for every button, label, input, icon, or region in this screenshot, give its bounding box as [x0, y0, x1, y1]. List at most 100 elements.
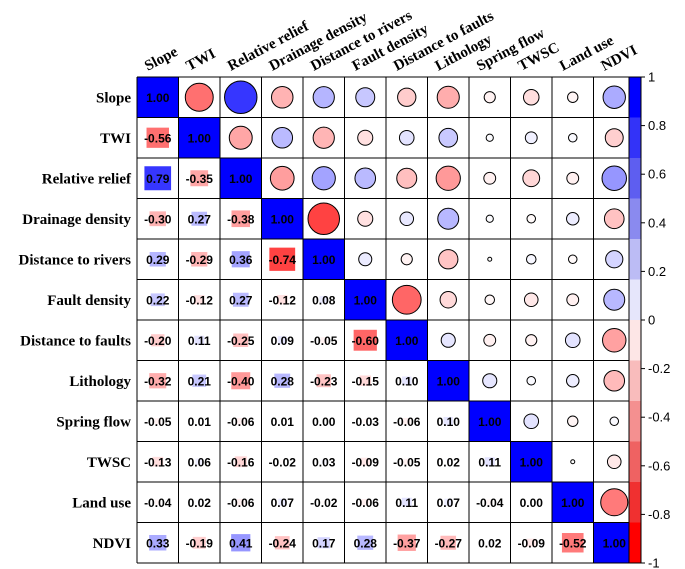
shade-square-distance-to-rivers--drainage-density — [269, 247, 296, 271]
circle-mark-slope--drainage-density — [270, 85, 294, 109]
shade-square-fault-density--twi — [194, 295, 205, 305]
circle-mark-relative-relief--twsc — [522, 169, 541, 188]
shade-square-drainage-density--slope — [149, 211, 166, 227]
row-label-spring-flow: Spring flow — [56, 414, 131, 430]
cell-value-lithology--lithology: 1.00 — [437, 374, 461, 388]
shade-square-land-use--lithology — [444, 498, 453, 506]
matrix-cells: 1.00 -0.56 1.00 0.79 -0.35 1.00 -0.30 0.27 -0.38… — [137, 77, 635, 563]
circle-mark-relative-relief--distance-to-rivers — [311, 166, 336, 191]
row-label-twi: TWI — [100, 131, 131, 147]
shade-square-lithology--drainage-density — [274, 373, 291, 388]
circle-mark-lithology--spring-flow — [482, 373, 498, 389]
cell-value-fault-density--fault-density: 1.00 — [354, 293, 378, 307]
circle-mark-relative-relief--lithology — [435, 165, 461, 191]
column-label-twi: TWI — [184, 46, 219, 75]
shade-square-twsc--fault-density — [360, 457, 370, 466]
circle-mark-fault-density--land-use — [566, 293, 580, 307]
cell-value-spring-flow--drainage-density: 0.01 — [271, 415, 295, 429]
cell-value-spring-flow--distance-to-faults: -0.06 — [393, 415, 421, 429]
circle-mark-distance-to-rivers--ndvi — [605, 250, 624, 269]
circle-mark-distance-to-faults--lithology — [440, 332, 456, 348]
cell-value-fault-density--relative-relief: 0.27 — [229, 293, 253, 307]
circle-mark-relative-relief--fault-density — [354, 167, 377, 190]
shade-square-distance-to-faults--twi — [194, 335, 205, 345]
colorbar-tick-label: 0.2 — [648, 264, 666, 279]
cell-value-distance-to-faults--drainage-density: 0.09 — [271, 334, 295, 348]
shade-square-twsc--distance-to-rivers — [321, 459, 327, 465]
circle-mark-drainage-density--lithology — [437, 207, 460, 230]
shade-square-lithology--distance-to-faults — [402, 376, 412, 386]
row-label-drainage-density: Drainage density — [22, 212, 131, 228]
diagonal-cell-distance-to-rivers--distance-to-rivers — [303, 239, 345, 280]
shade-square-lithology--fault-density — [359, 375, 372, 386]
circle-mark-twi--fault-density — [357, 129, 374, 146]
circle-mark-fault-density--twsc — [523, 292, 539, 308]
cell-value-twi--twi: 1.00 — [188, 131, 212, 145]
circle-mark-spring-flow--twsc — [523, 413, 540, 430]
cell-value-drainage-density--relative-relief: -0.38 — [227, 212, 255, 226]
cell-value-land-use--lithology: 0.07 — [437, 496, 461, 510]
cell-value-distance-to-faults--distance-to-rivers: -0.05 — [310, 334, 338, 348]
cell-value-land-use--land-use: 1.00 — [561, 496, 585, 510]
cell-value-twsc--fault-density: -0.09 — [352, 455, 380, 469]
circle-mark-twi--relative-relief — [228, 125, 253, 150]
cell-value-ndvi--ndvi: 1.00 — [603, 536, 627, 550]
cell-value-spring-flow--spring-flow: 1.00 — [478, 415, 502, 429]
diagonal-cell-twsc--twsc — [510, 441, 552, 482]
cell-value-spring-flow--twi: 0.01 — [188, 415, 212, 429]
circle-mark-twi--distance-to-rivers — [312, 126, 335, 149]
cell-value-ndvi--distance-to-faults: -0.37 — [393, 536, 421, 550]
cell-value-drainage-density--slope: -0.30 — [144, 212, 172, 226]
circle-mark-slope--fault-density — [355, 87, 376, 108]
cell-value-drainage-density--drainage-density: 1.00 — [271, 212, 295, 226]
cell-value-lithology--fault-density: -0.15 — [352, 374, 380, 388]
circle-mark-land-use--ndvi — [600, 488, 629, 517]
circle-mark-slope--twsc — [522, 88, 540, 106]
shade-square-spring-flow--distance-to-faults — [403, 417, 411, 425]
circle-mark-twi--lithology — [438, 127, 459, 148]
colorbar-band — [629, 239, 641, 280]
circle-mark-relative-relief--ndvi — [601, 165, 627, 191]
row-label-lithology: Lithology — [69, 374, 131, 390]
shade-square-distance-to-rivers--twi — [191, 251, 208, 267]
shade-square-spring-flow--lithology — [443, 416, 453, 426]
colorbar-tick-label: 0.8 — [648, 118, 666, 133]
circle-mark-distance-to-rivers--spring-flow — [487, 256, 493, 262]
circle-mark-relative-relief--drainage-density — [269, 165, 295, 191]
shade-square-distance-to-faults--drainage-density — [277, 336, 287, 345]
circle-mark-distance-to-faults--spring-flow — [483, 333, 497, 347]
circle-mark-drainage-density--distance-to-rivers — [307, 202, 341, 236]
shade-square-lithology--slope — [149, 373, 167, 389]
circle-mark-slope--land-use — [567, 91, 579, 103]
cell-value-relative-relief--twi: -0.35 — [186, 172, 214, 186]
circle-mark-relative-relief--land-use — [566, 171, 580, 185]
cell-value-ndvi--distance-to-rivers: 0.17 — [312, 536, 336, 550]
colorbar-tick-label: 0.4 — [648, 215, 666, 230]
shade-square-ndvi--distance-to-rivers — [317, 537, 330, 549]
circle-mark-slope--twi — [184, 82, 214, 112]
shade-square-land-use--spring-flow — [486, 499, 493, 505]
shade-square-ndvi--spring-flow — [487, 540, 492, 545]
shade-square-twi--slope — [146, 127, 169, 148]
shade-square-distance-to-faults--relative-relief — [233, 333, 249, 347]
shade-square-lithology--relative-relief — [231, 372, 251, 390]
cell-value-ndvi--land-use: -0.52 — [559, 536, 587, 550]
circle-mark-distance-to-rivers--distance-to-faults — [400, 253, 413, 266]
circle-mark-drainage-density--ndvi — [603, 208, 625, 230]
cell-value-spring-flow--slope: -0.05 — [144, 415, 172, 429]
shade-square-fault-density--slope — [150, 293, 165, 307]
circle-mark-slope--distance-to-rivers — [312, 86, 335, 109]
cell-value-ndvi--lithology: -0.27 — [435, 536, 463, 550]
cell-value-fault-density--slope: 0.22 — [146, 293, 170, 307]
cell-value-twsc--twsc: 1.00 — [520, 455, 544, 469]
circle-mark-distance-to-rivers--land-use — [567, 254, 578, 265]
shade-square-fault-density--relative-relief — [232, 292, 249, 307]
cell-value-ndvi--twi: -0.19 — [186, 536, 214, 550]
shade-square-ndvi--distance-to-faults — [397, 534, 416, 551]
colorbar-band — [629, 522, 641, 564]
shade-square-twsc--distance-to-faults — [403, 458, 411, 465]
cell-value-ndvi--spring-flow: 0.02 — [478, 536, 502, 550]
cell-value-land-use--drainage-density: 0.07 — [271, 496, 295, 510]
shade-square-ndvi--lithology — [440, 535, 457, 550]
shade-square-land-use--distance-to-rivers — [321, 500, 326, 505]
